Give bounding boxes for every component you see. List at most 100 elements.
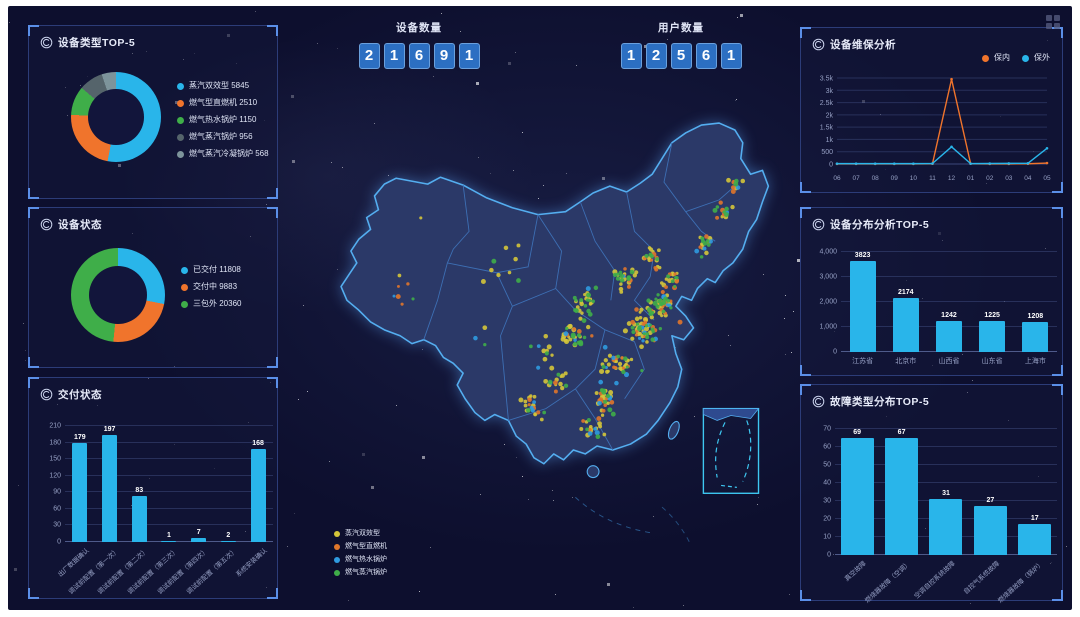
line-chart-svg: 0 500 1k 1.5k 2k 2.5k 3k 3.5k 06 07 08 09 10 11 12 01 02…	[807, 68, 1055, 195]
x-tick-label: 系统安装确认	[235, 547, 269, 579]
bar-column: 2	[220, 426, 236, 542]
y-tick-label: 0	[833, 348, 837, 356]
digit-box: 2	[358, 43, 380, 69]
legend-item: 燃气蒸汽冷凝锅炉 568	[177, 150, 269, 158]
bar-value-label: 1	[167, 532, 171, 539]
legend-dot	[334, 569, 340, 576]
donut-ring	[71, 248, 165, 342]
bar-column: 27	[973, 429, 1007, 555]
gridline	[841, 301, 1057, 302]
y-tick-label: 2,000	[819, 298, 837, 306]
bar	[849, 261, 876, 352]
map-legend: 蒸汽双效型 燃气型直燃机 燃气热水锅炉 燃气蒸汽锅炉	[334, 530, 387, 582]
legend-label: 燃气蒸汽冷凝锅炉 568	[189, 149, 269, 158]
map-legend-item: 蒸汽双效型	[334, 530, 387, 537]
bar	[161, 541, 177, 542]
digit-box: 1	[458, 43, 480, 69]
panel-device-type: 设备类型TOP-5 蒸汽双效型 5845 燃气型直燃机 2510 燃气热水锅炉 11…	[28, 25, 278, 199]
digit-box: 1	[720, 43, 742, 69]
gridline	[835, 482, 1057, 483]
y-tick-label: 70	[823, 425, 831, 433]
legend-item: 燃气蒸汽锅炉 956	[177, 133, 269, 141]
bar	[191, 538, 207, 542]
svg-text:12: 12	[948, 175, 956, 182]
svg-text:1k: 1k	[826, 137, 834, 144]
digit-box: 9	[433, 43, 455, 69]
svg-text:2k: 2k	[826, 112, 834, 119]
gridline	[835, 464, 1057, 465]
star-dots	[8, 6, 9, 7]
x-tick-label: 江苏省	[852, 358, 874, 365]
digit-box: 5	[670, 43, 692, 69]
legend-label: 保内	[994, 53, 1010, 62]
bar-chart-area: 0 10 20 30 40 50 60 70 69 67 31 27 17 真空故障 燃烧器故障（空调） 空调…	[809, 425, 1057, 605]
bar	[72, 443, 88, 542]
bar-value-label: 17	[1030, 515, 1039, 523]
legend-dot	[982, 54, 989, 62]
legend-label: 交付中 9883	[193, 282, 238, 291]
gridline	[65, 507, 273, 509]
x-tick-label: 燃烧器故障（空调）	[864, 560, 913, 605]
gridline	[65, 491, 273, 493]
bar-value-label: 1208	[1027, 312, 1044, 320]
bar	[131, 496, 147, 542]
legend-dot	[334, 530, 340, 537]
gridline	[65, 458, 273, 460]
x-tick-label: 山东省	[981, 358, 1003, 365]
legend-label: 保外	[1034, 53, 1050, 62]
panel-title-icon	[40, 388, 53, 401]
svg-text:08: 08	[872, 175, 880, 182]
x-axis-labels: 江苏省 北京市 山西省 山东省 上海市	[841, 356, 1057, 366]
panel-title: 交付状态	[58, 389, 102, 401]
bar-value-label: 197	[103, 426, 116, 433]
panel-header: 设备类型TOP-5	[40, 35, 135, 50]
bar-value-label: 31	[942, 490, 950, 498]
panel-fault-type: 故障类型分布TOP-5 0 10 20 30 40 50 60 70 69 67 31 27 17 真空故…	[800, 384, 1063, 605]
panel-header: 设备维保分析	[812, 37, 896, 52]
donut-legend: 已交付 11808 交付中 9883 三包外 20360	[181, 266, 241, 317]
panel-header: 交付状态	[40, 387, 102, 402]
china-map[interactable]	[280, 70, 792, 570]
map-legend-item: 燃气型直燃机	[334, 543, 387, 550]
y-tick-label: 30	[823, 497, 831, 505]
legend-item: 燃气热水锅炉 1150	[177, 116, 269, 124]
digit-box: 1	[620, 43, 642, 69]
panel-header: 设备分布分析TOP-5	[812, 217, 929, 232]
digit-box: 6	[408, 43, 430, 69]
panel-distribution: 设备分布分析TOP-5 0 1,000 2,000 3,000 4,000 3823 217…	[800, 207, 1063, 376]
svg-text:02: 02	[986, 175, 994, 182]
bar-column: 69	[840, 429, 874, 555]
x-tick-label: 调试前配置（第五次）	[186, 547, 240, 596]
bar	[973, 506, 1007, 555]
legend-dot	[334, 556, 340, 563]
bar-chart-area: 0 1,000 2,000 3,000 4,000 3823 2174 1242 1225 120…	[807, 249, 1057, 372]
device-count-label: 设备数量	[396, 22, 442, 34]
bar-value-label: 7	[196, 529, 201, 537]
x-tick-label: 真空故障	[843, 560, 868, 583]
plot-area: 179 197 83 1 7 2 168	[65, 425, 273, 542]
x-axis-labels: 出厂数据确认 调试前配置（第一次） 调试前配置（第二次） 调试前配置（第三次） 调试前配…	[57, 545, 273, 605]
bar	[102, 435, 118, 542]
gridline	[65, 425, 273, 426]
bar-value-label: 179	[74, 434, 86, 442]
legend-dot	[181, 300, 188, 308]
donut-hole	[88, 265, 148, 325]
panel-device-status: 设备状态 已交付 11808 交付中 9883 三包外 20360	[28, 207, 278, 368]
bar-value-label: 27	[986, 497, 995, 505]
bar	[929, 499, 963, 555]
bar	[979, 321, 1006, 352]
bar	[885, 438, 919, 555]
bar-column: 1	[161, 426, 177, 542]
panel-title-icon	[812, 218, 825, 231]
bar-column: 1225	[979, 252, 1006, 352]
bar-value-label: 2174	[897, 288, 914, 296]
y-tick-label: 20	[823, 515, 831, 523]
panel-title-icon	[812, 38, 825, 51]
panel-title: 设备类型TOP-5	[58, 37, 136, 49]
line-chart-legend: 保内 保外	[982, 54, 1050, 62]
y-tick-label: 60	[823, 443, 831, 451]
x-tick-label: 燃烧器故障（锅炉）	[997, 560, 1046, 605]
y-tick-label: 90	[53, 488, 61, 496]
legend-dot	[334, 543, 340, 550]
